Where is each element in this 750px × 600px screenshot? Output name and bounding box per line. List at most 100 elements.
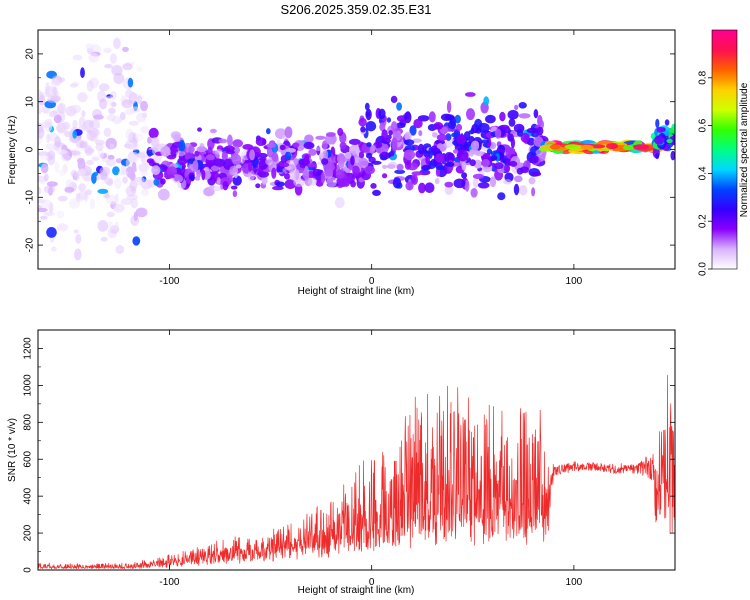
spectrogram-cell: [339, 142, 347, 150]
spectrogram-cell: [334, 197, 345, 209]
spectrogram-cell: [235, 164, 242, 169]
spectrogram-cell: [280, 148, 287, 156]
spectrogram-cell: [137, 95, 143, 104]
spectrogram-cell: [91, 156, 100, 162]
spectrogram-cell: [69, 104, 82, 114]
spectrogram-cell: [370, 144, 376, 152]
spectrogram-cell: [284, 179, 297, 190]
spectrogram-cell: [337, 176, 348, 188]
spectrogram-cell: [404, 139, 415, 146]
spectrogram-xlabel: Height of straight line (km): [298, 286, 415, 297]
snr-ytick-label: 0: [23, 567, 34, 573]
spectrogram-cell: [242, 144, 254, 150]
spectrogram-cell: [97, 188, 109, 194]
spectrogram-cell: [485, 114, 496, 124]
spectrogram-cell: [146, 158, 155, 164]
spectrogram-cell: [352, 165, 360, 176]
spectrogram-cell: [282, 168, 287, 173]
spectrogram-cell: [456, 149, 469, 162]
spectrogram-cell: [77, 125, 88, 131]
spectrogram-cell: [308, 148, 317, 156]
spectrogram-cell: [622, 145, 635, 151]
spectrogram-cell: [104, 177, 114, 185]
spectrogram-cell: [279, 162, 290, 168]
spectrogram-cell: [519, 185, 528, 196]
spectrogram-cell: [322, 140, 328, 151]
spectrogram-cell: [474, 118, 483, 130]
spectrogram-cell: [335, 169, 345, 179]
spectrogram-cell: [656, 126, 664, 133]
spectrogram-cell: [358, 117, 367, 127]
spectrogram-cell: [507, 109, 519, 120]
spectrogram-cell: [503, 164, 511, 173]
spectrogram-cell: [516, 129, 524, 137]
spectrogram-cell: [221, 150, 228, 162]
spectrogram-cell: [470, 188, 478, 198]
spectrogram-cell: [371, 160, 382, 165]
spectrogram-cell: [122, 46, 129, 53]
spectrogram-cell: [65, 179, 73, 188]
spectrogram-cell: [528, 177, 536, 185]
spectrogram-cell: [54, 90, 60, 97]
spectrogram-cell: [98, 83, 110, 92]
spectrogram-cell: [444, 181, 454, 188]
spectrogram-cell: [78, 168, 87, 177]
spectrogram-cell: [112, 166, 120, 176]
spectrogram-cell: [45, 82, 50, 94]
spectrogram-cell: [271, 167, 277, 179]
colorbar-label: Normalized spectral amplitude: [739, 82, 750, 217]
spectrogram-cell: [365, 108, 372, 121]
spectrogram-cell: [564, 144, 581, 150]
spectrogram-cell: [72, 130, 77, 139]
spectrogram-cell: [45, 143, 57, 151]
spectrogram-cell: [114, 177, 122, 189]
spectrogram-cell: [411, 171, 423, 176]
snr-trace: [38, 374, 675, 570]
spectrogram-ytick-label: -20: [25, 237, 36, 252]
spectrogram-cell: [85, 43, 94, 51]
snr-ytick-label: 1000: [23, 374, 34, 397]
spectrogram-cell: [266, 128, 271, 135]
spectrogram-cell: [292, 142, 300, 148]
spectrogram-cell: [104, 63, 113, 69]
spectrogram-cell: [86, 125, 92, 130]
spectrogram-cell: [218, 138, 228, 144]
spectrogram-cell: [394, 169, 406, 174]
spectrogram-cell: [514, 175, 523, 183]
spectrogram-cell: [226, 150, 235, 155]
spectrogram-cell: [188, 174, 195, 181]
spectrogram-cell: [38, 186, 42, 195]
spectrogram-cell: [134, 181, 143, 186]
spectrogram-cell: [633, 144, 650, 150]
spectrogram-cell: [379, 122, 386, 132]
spectrogram-cell: [209, 128, 217, 134]
spectrogram-cell: [396, 102, 402, 111]
spectrogram-cell: [494, 162, 504, 170]
spectrogram-cell: [56, 210, 65, 219]
spectrogram-cell: [444, 114, 455, 121]
spectrogram-ytick-label: 20: [25, 48, 36, 60]
snr-xtick-label: -100: [159, 577, 179, 588]
spectrogram-cell: [364, 102, 370, 111]
spectrogram-xtick-label: -100: [159, 276, 179, 287]
spectrogram-cell: [497, 192, 506, 201]
spectrogram-cell: [111, 101, 117, 107]
spectrogram-cell: [444, 185, 453, 196]
spectrogram-cell: [50, 79, 62, 87]
spectrogram-cell: [77, 92, 88, 103]
spectrogram-cell: [337, 127, 344, 137]
spectrogram-cell: [46, 181, 58, 187]
spectrogram-cell: [391, 137, 398, 149]
spectrogram-cell: [539, 120, 545, 129]
spectrogram-cell: [57, 195, 68, 202]
spectrogram-cell: [42, 106, 50, 114]
spectrogram-cell: [88, 52, 99, 63]
spectrogram-cell: [130, 198, 139, 209]
spectrogram-cell: [275, 163, 281, 173]
spectrogram-cell: [125, 139, 137, 150]
spectrogram-cell: [409, 125, 417, 136]
spectrogram-cell: [284, 173, 291, 180]
spectrogram-cell: [140, 100, 148, 112]
spectrogram-cell: [395, 130, 402, 141]
spectrogram-cell: [79, 141, 88, 149]
